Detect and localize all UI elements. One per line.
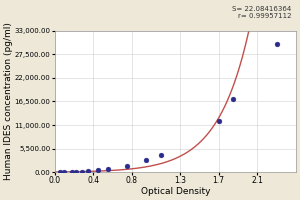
Y-axis label: Human IDES concentration (pg/ml): Human IDES concentration (pg/ml) xyxy=(4,23,13,180)
Text: S= 22.08416364
r= 0.99957112: S= 22.08416364 r= 0.99957112 xyxy=(232,6,291,19)
X-axis label: Optical Density: Optical Density xyxy=(140,187,210,196)
